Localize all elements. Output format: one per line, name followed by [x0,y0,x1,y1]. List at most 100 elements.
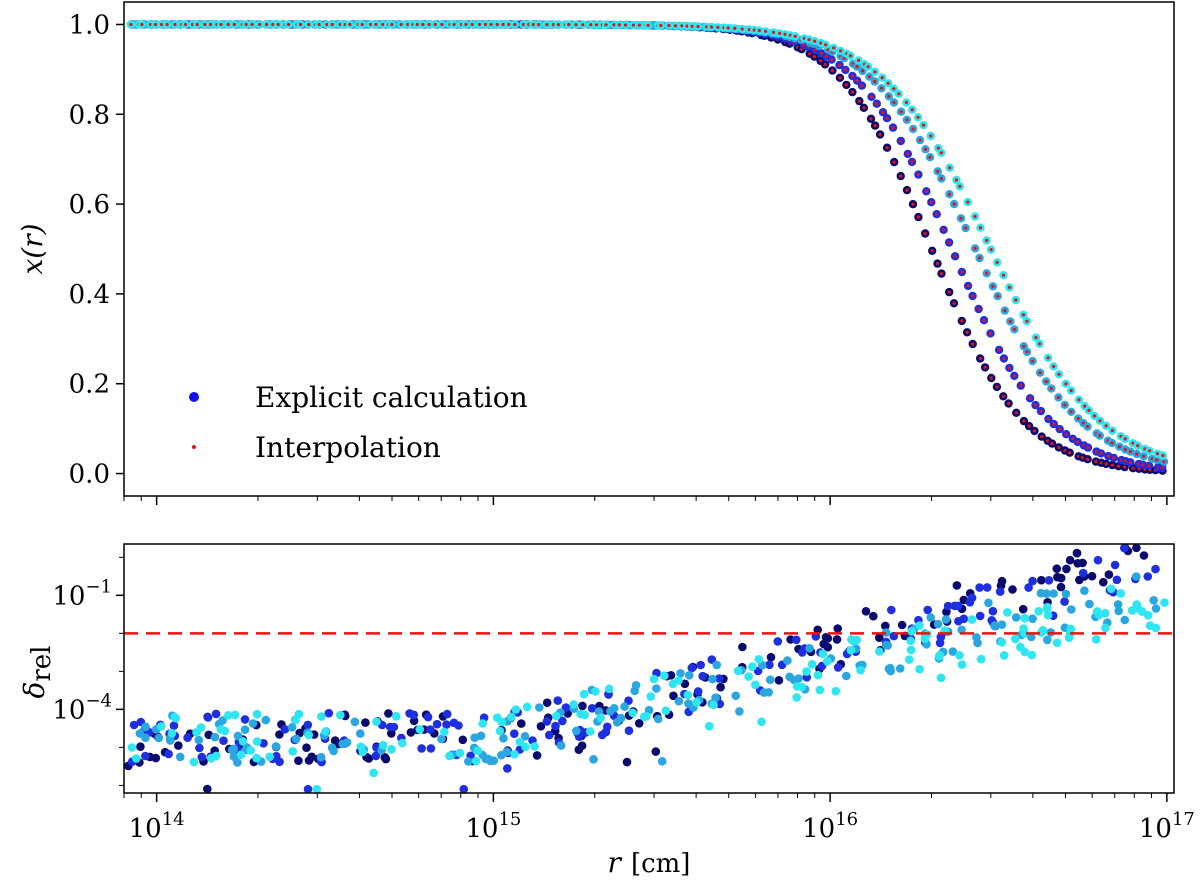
relative-error-point [364,754,374,763]
relative-error-point [398,738,407,748]
interpolation-point [793,34,797,38]
interpolation-point [1110,463,1114,467]
relative-error-point [175,752,185,762]
relative-error-point [759,688,769,697]
interpolation-point [885,146,889,150]
interpolation-point [892,160,896,164]
interpolation-point [129,22,133,27]
interpolation-point [973,214,977,219]
interpolation-point [680,24,684,28]
relative-error-point [794,674,803,683]
interpolation-point [709,25,714,29]
relative-error-point [437,734,446,744]
relative-error-point [218,716,227,725]
relative-error-point [174,741,183,750]
interpolation-point [1057,372,1061,376]
interpolation-point [1131,466,1135,470]
interpolation-point [667,24,671,28]
relative-error-point [1112,575,1122,585]
relative-error-point [287,723,297,732]
interpolation-point [911,202,915,206]
interpolation-point [985,238,989,242]
interpolation-point [1148,449,1152,453]
relative-error-point [591,687,600,696]
relative-error-point [926,613,935,622]
x-tick-label: 1015 [465,809,521,844]
relative-error-point [229,744,239,754]
relative-error-point [151,753,161,763]
interpolation-point [995,385,999,389]
relative-error-point [369,768,378,778]
relative-error-point [997,638,1007,647]
interpolation-point [325,22,329,27]
interpolation-point [885,116,889,120]
interpolation-point [1099,461,1103,465]
relative-error-point [807,660,817,669]
interpolation-point [823,62,827,66]
relative-error-point [973,638,982,648]
interpolation-point [958,184,962,188]
relative-error-point [170,712,179,722]
relative-error-point [792,693,801,702]
relative-error-point [1061,589,1071,599]
interpolation-point [1038,371,1042,375]
interpolation-point [1123,465,1127,469]
interpolation-point [440,22,444,27]
x-tick-label: 1017 [1139,809,1195,844]
interpolation-point [995,260,999,264]
relative-error-point [317,712,326,721]
interpolation-point [258,22,262,27]
relative-error-point [693,687,703,696]
relative-error-point [569,700,578,709]
relative-error-point [1087,571,1097,581]
interpolation-point [824,54,828,58]
relative-error-point [1003,608,1012,617]
interpolation-point [866,65,870,69]
interpolation-point [433,22,437,27]
interpolation-point [991,284,995,288]
relative-error-point [622,757,632,767]
interpolation-point [891,126,895,130]
relative-error-point [641,711,651,721]
interpolation-point [844,83,849,87]
relative-error-point [157,722,166,731]
relative-error-point [252,753,261,763]
relative-error-point [141,751,150,761]
relative-error-point [551,721,560,731]
relative-error-point [657,757,667,766]
interpolation-point [208,22,213,27]
relative-error-point [248,719,258,728]
relative-error-point [1160,598,1169,607]
interpolation-point [716,25,720,29]
interpolation-point [1123,447,1127,452]
interpolation-point [1014,411,1018,415]
interpolation-point [1038,342,1042,346]
interpolation-point [1012,374,1016,378]
relative-error-point [219,736,228,745]
relative-error-point [387,745,396,754]
relative-error-point [497,750,506,760]
interpolation-point [966,284,970,288]
relative-error-point [952,581,962,590]
relative-error-point [783,656,792,665]
interpolation-point [978,226,983,230]
interpolation-point [916,115,920,119]
interpolation-point [1076,440,1080,444]
interpolation-point [1094,460,1098,464]
relative-error-point [169,721,179,730]
relative-error-point [628,708,637,718]
interpolation-point [574,23,578,27]
relative-error-point [687,663,697,673]
relative-error-point [765,660,774,670]
relative-error-point [1080,586,1089,595]
relative-error-point [1085,599,1094,609]
relative-error-point [1008,585,1017,594]
relative-error-point [815,685,825,695]
interpolation-point [918,138,922,142]
relative-error-point [356,742,366,752]
relative-error-point [988,606,998,616]
interpolation-point [1099,451,1103,455]
interpolation-point [947,290,951,294]
relative-error-point [455,748,465,758]
top-x-ticks [123,496,1168,505]
